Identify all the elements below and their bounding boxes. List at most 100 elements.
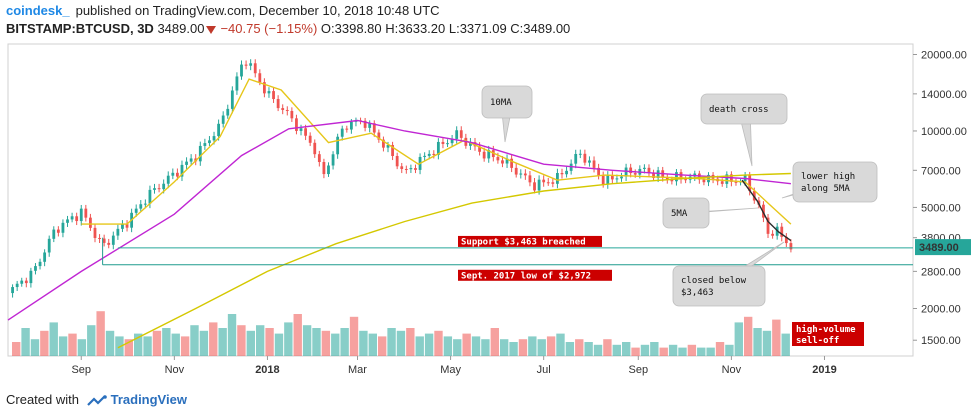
candle-body: [121, 224, 124, 229]
candle-body: [203, 143, 207, 146]
publisher-name[interactable]: coindesk_: [6, 3, 70, 18]
candle-body: [345, 128, 349, 130]
candle-body: [789, 243, 793, 250]
volume-bar: [490, 328, 499, 356]
x-tick-label: Mar: [348, 364, 367, 376]
price-tag: 3489.00: [915, 239, 971, 256]
candle-body: [125, 224, 129, 228]
y-tick-label: 7000.00: [921, 165, 961, 177]
candle-body: [583, 153, 587, 163]
x-tick-label: 2018: [255, 364, 279, 376]
volume-bar: [706, 347, 715, 356]
candle-body: [780, 226, 784, 237]
volume-bar: [190, 325, 199, 356]
callout-text: $3,463: [681, 288, 714, 298]
candle-body: [162, 183, 166, 190]
volume-bar: [481, 339, 490, 356]
candle-body: [487, 150, 491, 159]
symbol-name[interactable]: BITSTAMP:BTCUSD, 3D: [6, 21, 154, 36]
volume-bar: [115, 336, 124, 356]
volume-bar: [471, 336, 481, 356]
candle-body: [400, 166, 404, 169]
candle-body: [226, 108, 230, 116]
candle-body: [290, 110, 294, 119]
candle-body: [139, 204, 143, 209]
volume-bar: [499, 339, 509, 356]
candle-body: [368, 123, 372, 128]
x-tick-label: Sep: [629, 364, 649, 376]
candle-body: [546, 182, 550, 184]
candle-body: [436, 141, 440, 155]
candle-body: [748, 175, 752, 192]
volume-bar: [687, 344, 697, 356]
volume-bar: [68, 333, 77, 356]
candle-body: [615, 178, 619, 180]
candle-body: [556, 173, 559, 184]
volume-bar: [218, 328, 227, 356]
callout-text: 5MA: [671, 209, 688, 219]
candle-body: [176, 172, 179, 177]
y-tick-label: 10000.00: [921, 126, 967, 138]
volume-bar: [162, 328, 171, 356]
svg-text:sell-off: sell-off: [796, 336, 839, 346]
candle-body: [446, 143, 449, 145]
candle-body: [240, 64, 243, 77]
candle-body: [111, 235, 115, 245]
candle-body: [185, 161, 188, 165]
volume-bar: [246, 330, 255, 356]
callout-5ma[interactable]: 5MA: [662, 197, 759, 229]
volume-bar: [12, 342, 21, 356]
candle-body: [597, 167, 601, 176]
ma10-line: [81, 78, 792, 225]
callout-lower-high[interactable]: lower high along 5MA: [781, 161, 878, 203]
candle-body: [153, 188, 156, 190]
candle-body: [523, 173, 527, 176]
last-price: 3489.00: [157, 21, 205, 36]
candle-body: [578, 153, 582, 155]
candle-body: [620, 176, 623, 179]
volume-bar: [87, 325, 96, 356]
callout-10ma[interactable]: 10MA: [481, 85, 533, 143]
volume-bar: [424, 333, 434, 356]
candle-body: [317, 154, 321, 163]
y-tick-label: 2000.00: [921, 303, 961, 315]
candle-body: [249, 63, 253, 66]
candle-body: [327, 165, 330, 175]
volume-bar: [678, 347, 687, 356]
callout-death-cross[interactable]: death cross: [700, 93, 788, 167]
tradingview-brand[interactable]: TradingView: [110, 392, 187, 407]
candle-body: [52, 229, 56, 239]
callout-text: lower high: [801, 172, 855, 182]
candle-body: [70, 216, 74, 220]
candle-body: [34, 266, 37, 271]
y-tick-label: 5000.00: [921, 202, 961, 214]
candle-body: [340, 128, 344, 137]
volume-bar: [171, 333, 180, 356]
volume-bar: [255, 325, 265, 356]
candle-body: [675, 172, 678, 182]
candle-body: [157, 188, 161, 190]
callout-closed-below[interactable]: closed below $3,463: [672, 241, 785, 307]
volume-bar: [584, 342, 593, 356]
volume-bar: [612, 344, 621, 356]
candle-body: [592, 160, 596, 168]
chart-svg[interactable]: 20000.0014000.0010000.007000.005000.0038…: [0, 42, 975, 387]
candle-body: [189, 158, 193, 162]
volume-bar: [565, 342, 575, 356]
candle-body: [784, 236, 788, 244]
candle-body: [313, 142, 317, 155]
candle-body: [382, 139, 385, 148]
candle-body: [482, 151, 486, 159]
candle-body: [15, 283, 19, 288]
candle-body: [707, 174, 710, 183]
x-tick-label: May: [440, 364, 461, 376]
callout-text: along 5MA: [801, 184, 850, 194]
volume-bar: [302, 325, 312, 356]
volume-bar: [556, 333, 565, 356]
volume-bar: [152, 330, 162, 356]
candle-body: [702, 179, 706, 183]
volume-bar: [209, 322, 218, 356]
price-chart[interactable]: 20000.00 14000.00 10000.00 7000.00 5000.00 38…: [0, 42, 975, 387]
volume-bar: [753, 328, 762, 356]
plot-area[interactable]: [7, 43, 914, 357]
